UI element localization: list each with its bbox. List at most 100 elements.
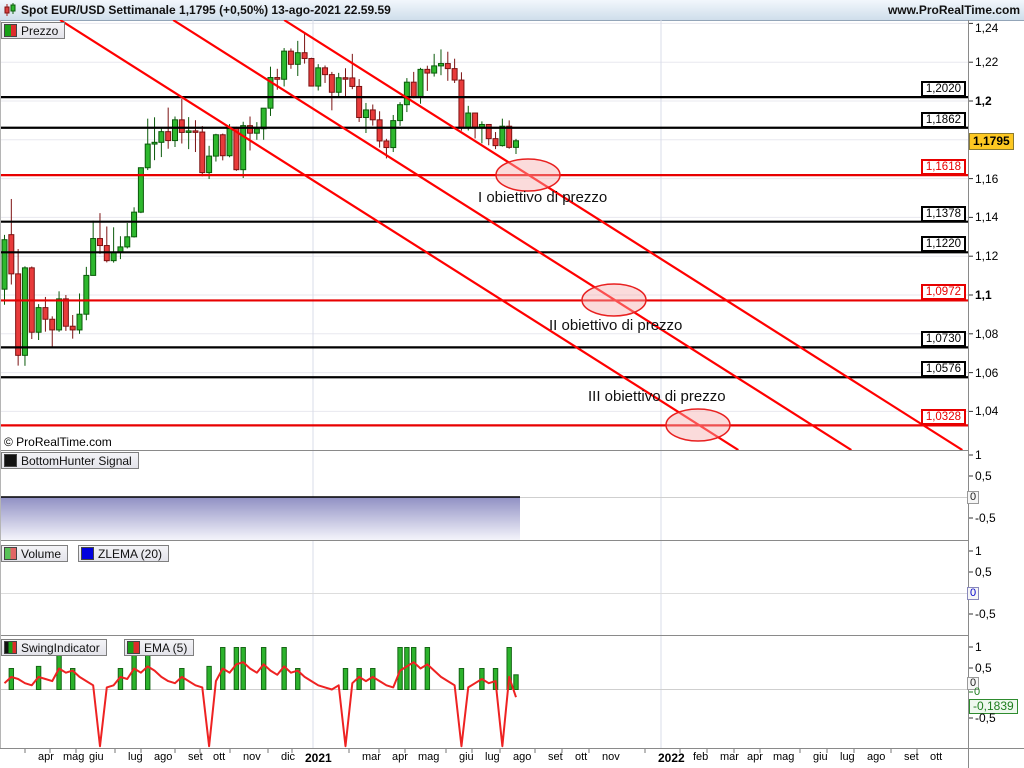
swing-bar [260,647,267,690]
volume-legend-icon [4,547,17,560]
bottomhunter-zero-marker: 0 [967,491,979,504]
candle [342,77,349,80]
swing-panel[interactable] [0,635,968,748]
legend-swingindicator-label: SwingIndicator [21,640,100,655]
price-axis-tick: 1,24 [975,21,999,35]
swingindicator-legend-icon [4,641,17,654]
price-level-box: 1,2020 [920,81,966,98]
bottomhunter-panel[interactable] [0,450,968,540]
indicator-axis-tick: -0,5 [975,711,996,725]
legend-ema[interactable]: EMA (5) [124,639,195,656]
candle [431,65,438,74]
candle [199,131,206,174]
x-axis-month: ago [867,751,886,763]
bottomhunter-band [0,497,520,540]
x-axis-month: mar [362,751,381,763]
panel-separator [0,635,968,636]
candle [165,131,172,142]
candle [260,107,267,130]
candle [417,68,424,98]
price-target-ellipse [495,158,561,192]
swing-bar [295,668,301,690]
candle [267,77,274,109]
candle [42,307,49,320]
legend-prezzo-label: Prezzo [21,23,59,38]
legend-prezzo[interactable]: Prezzo [1,22,66,39]
price-level-box: 1,0972 [920,284,966,301]
chart-title: Spot EUR/USD Settimanale 1,1795 (+0,50%)… [21,3,391,17]
price-panel[interactable] [0,20,968,450]
swing-bar [70,668,76,690]
x-axis-month: apr [747,751,763,763]
price-level-box: 1,1220 [920,236,966,253]
candle [397,104,404,122]
chart-left-border [0,20,1,748]
price-level-box: 1,1378 [920,205,966,222]
legend-bottomhunter-label: BottomHunter Signal [21,453,132,468]
candle [281,50,288,80]
price-target-ellipse [665,408,731,442]
candle [315,67,322,87]
swing-bar [342,668,349,690]
price-axis-tick: 1,06 [975,365,999,380]
legend-volume-label: Volume [21,546,62,561]
candle [178,119,185,133]
candle [308,58,315,87]
candle [369,109,376,121]
swing-zero-marker: 0 [967,677,979,690]
x-axis-month: lug [128,751,143,763]
legend-volume[interactable]: Volume [1,545,69,562]
candle [69,325,76,331]
candle [247,125,254,134]
indicator-axis-tick: 0,5 [975,565,992,579]
title-bar: Spot EUR/USD Settimanale 1,1795 (+0,50%)… [0,0,1024,21]
x-axis-month: set [904,751,919,763]
candle [322,67,329,76]
candle [96,238,103,247]
candle [451,68,458,81]
candle [212,134,219,157]
candle [424,68,431,74]
candle [240,125,247,171]
candle [131,211,138,238]
candle [137,167,144,213]
candle [403,81,410,106]
price-level-box: 1,0328 [920,409,966,426]
price-level-box: 1,0730 [920,331,966,348]
indicator-axis-tick: -0,5 [975,511,996,525]
price-level-box: 1,1618 [920,159,966,176]
price-axis-tick: 1,12 [975,249,999,264]
x-axis-month: apr [392,751,408,763]
candle [472,112,479,128]
swing-bar [411,647,417,690]
x-axis-month: set [188,751,203,763]
swing-bar [206,665,212,691]
candle [499,125,506,147]
legend-zlema-label: ZLEMA (20) [98,546,163,561]
x-axis-month: lug [485,751,500,763]
provider-url: www.ProRealTime.com [887,3,1020,17]
candle [390,120,397,149]
legend-bottomhunter[interactable]: BottomHunter Signal [1,452,139,469]
x-axis-month: ago [154,751,173,763]
x-axis-month: mar [720,751,739,763]
candle [349,77,356,87]
candle [362,109,369,118]
candle [253,128,260,134]
volume-panel[interactable] [0,540,968,635]
zlema-zero-marker: 0 [967,587,979,600]
swing-bar [424,647,431,690]
zlema-legend-icon [81,547,94,560]
price-target-3-label: III obiettivo di prezzo [588,388,726,405]
candle [185,130,192,133]
candle [513,140,519,148]
price-level-box: 1,1862 [920,111,966,128]
candle [21,267,28,356]
indicator-axis-tick: -0,5 [975,607,996,621]
legend-swingindicator[interactable]: SwingIndicator [1,639,107,656]
x-axis-month: ott [930,751,943,763]
legend-zlema[interactable]: ZLEMA (20) [78,545,170,562]
swing-bar [513,674,519,690]
candle [219,134,226,157]
